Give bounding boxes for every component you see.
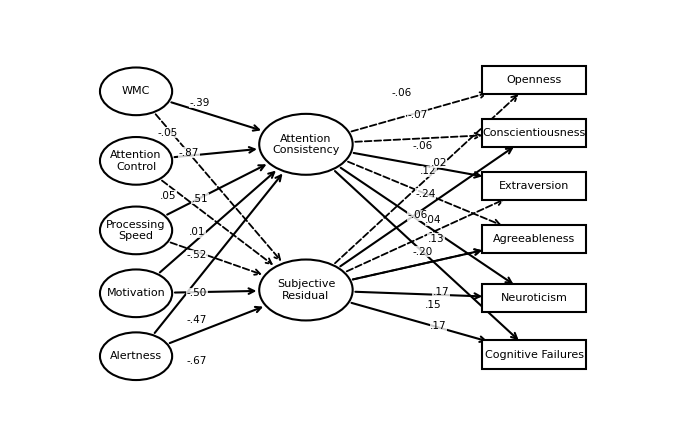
Ellipse shape [100,137,172,185]
FancyBboxPatch shape [482,119,586,147]
Ellipse shape [100,270,172,317]
Text: .17: .17 [430,321,447,332]
Text: Extraversion: Extraversion [499,181,569,190]
Text: Conscientiousness: Conscientiousness [483,128,586,138]
Text: Motivation: Motivation [107,288,166,298]
Text: Neuroticism: Neuroticism [501,293,568,303]
FancyBboxPatch shape [482,224,586,253]
Text: Attention
Consistency: Attention Consistency [272,133,340,155]
Text: -.05: -.05 [158,128,178,138]
Text: Processing
Speed: Processing Speed [106,220,166,241]
Text: .04: .04 [425,215,442,225]
Text: Attention
Control: Attention Control [110,150,162,172]
Text: -.47: -.47 [187,315,208,325]
Text: WMC: WMC [122,86,150,96]
Ellipse shape [100,332,172,380]
Text: Alertness: Alertness [110,351,162,361]
Text: -.39: -.39 [190,98,210,108]
Text: Agreeableness: Agreeableness [493,233,575,244]
Text: -.06: -.06 [408,211,427,221]
Text: -.87: -.87 [179,147,199,157]
Text: Subjective
Residual: Subjective Residual [277,279,335,301]
Text: -.20: -.20 [412,247,433,257]
Text: .12: .12 [420,166,436,176]
Text: -.07: -.07 [408,110,427,120]
Text: -.50: -.50 [187,288,208,298]
Text: -.06: -.06 [412,141,433,151]
Ellipse shape [259,114,353,175]
Text: .01: .01 [189,227,205,237]
Ellipse shape [100,206,172,254]
Ellipse shape [100,68,172,115]
Text: -.06: -.06 [391,88,412,98]
Text: -.24: -.24 [415,189,436,199]
FancyBboxPatch shape [482,341,586,369]
FancyBboxPatch shape [482,66,586,94]
Text: .51: .51 [191,194,208,204]
Text: Openness: Openness [507,75,562,85]
Text: .17: .17 [433,287,449,297]
Text: .13: .13 [427,233,445,244]
Ellipse shape [259,260,353,320]
FancyBboxPatch shape [482,284,586,312]
Text: .05: .05 [160,190,176,201]
Text: -.52: -.52 [187,250,208,260]
Text: -.67: -.67 [187,356,208,366]
Text: Cognitive Failures: Cognitive Failures [485,350,584,359]
Text: .02: .02 [430,157,447,168]
Text: .15: .15 [425,300,442,310]
FancyBboxPatch shape [482,172,586,200]
